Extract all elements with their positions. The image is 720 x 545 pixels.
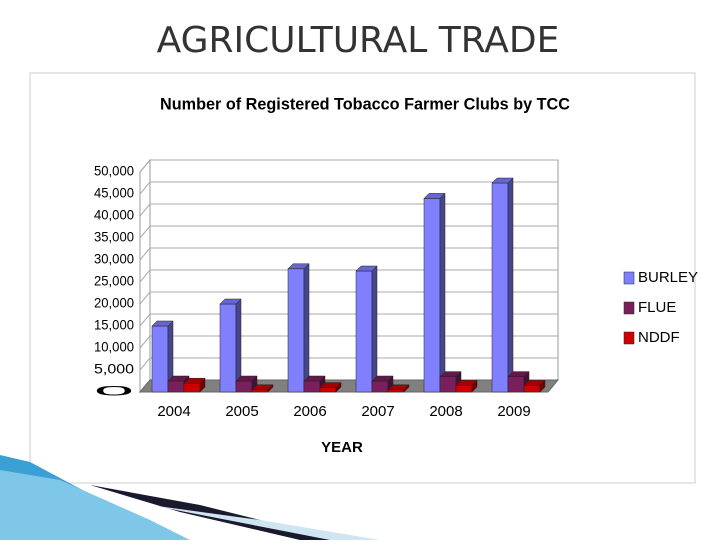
x-tick-label: 2004: [157, 403, 190, 420]
y-tick-label: 25,000: [94, 273, 134, 289]
bar: [455, 385, 473, 393]
legend-swatch: [623, 331, 635, 345]
y-tick-label: 30,000: [94, 251, 134, 267]
y-tick-label: 35,000: [94, 229, 134, 245]
bar-side: [267, 384, 274, 393]
x-tick-label: 2007: [361, 403, 394, 420]
legend-label: NDDF: [638, 329, 680, 346]
bar: [303, 380, 321, 393]
grid-line: [139, 159, 558, 173]
x-tick-label: 2008: [429, 403, 462, 420]
bar-side: [471, 379, 478, 393]
bar: [219, 303, 237, 393]
bar: [523, 385, 541, 393]
bar: [235, 380, 253, 393]
grid-line: [139, 291, 558, 305]
y-tick-label: 0: [94, 383, 135, 399]
bar-side: [403, 384, 410, 393]
y-tick-label: 45,000: [94, 185, 134, 201]
grid-line: [139, 357, 558, 371]
x-tick-label: 2006: [293, 403, 326, 420]
bar: [439, 376, 457, 393]
legend-swatch: [623, 301, 635, 315]
grid-line: [139, 203, 558, 217]
bar: [151, 325, 169, 393]
bar-side: [335, 381, 342, 393]
x-tick-label: 2005: [225, 403, 258, 420]
bar: [355, 270, 373, 393]
chart-title: Number of Registered Tobacco Farmer Club…: [160, 94, 570, 113]
grid-line: [139, 313, 558, 327]
grid-line: [139, 181, 558, 195]
stripe: [0, 470, 190, 540]
y-tick-label: 15,000: [94, 317, 134, 333]
bar-side: [507, 177, 514, 393]
legend-label: BURLEY: [638, 269, 698, 286]
bar: [423, 198, 441, 393]
bar-side: [371, 265, 378, 393]
y-tick-label: 40,000: [94, 207, 134, 223]
x-tick-label: 2009: [497, 403, 530, 420]
x-axis-title: YEAR: [321, 439, 363, 456]
bar: [387, 389, 405, 393]
bar-side: [303, 263, 310, 393]
bar: [319, 387, 337, 393]
legend-label: FLUE: [638, 299, 676, 316]
grid-line: [139, 225, 558, 239]
decoration: [0, 455, 380, 540]
bar: [183, 382, 201, 393]
y-tick-label: 5,000: [94, 361, 134, 377]
bar-side: [199, 377, 206, 393]
legend-swatch: [623, 271, 635, 285]
slide-title: AGRICULTURAL TRADE: [157, 20, 560, 61]
grid-line: [139, 247, 558, 261]
bar-side: [539, 379, 546, 393]
grid-line: [139, 269, 558, 283]
bar: [251, 389, 269, 393]
bar: [287, 268, 305, 393]
bar: [507, 376, 525, 393]
stripe: [150, 505, 380, 540]
bar-side: [439, 192, 446, 393]
y-tick-label: 50,000: [94, 163, 134, 179]
bar: [371, 380, 389, 393]
y-tick-label: 20,000: [94, 295, 134, 311]
bar: [167, 380, 185, 393]
y-tick-label: 10,000: [94, 339, 134, 355]
bar: [491, 182, 509, 393]
grid-line: [139, 335, 558, 349]
